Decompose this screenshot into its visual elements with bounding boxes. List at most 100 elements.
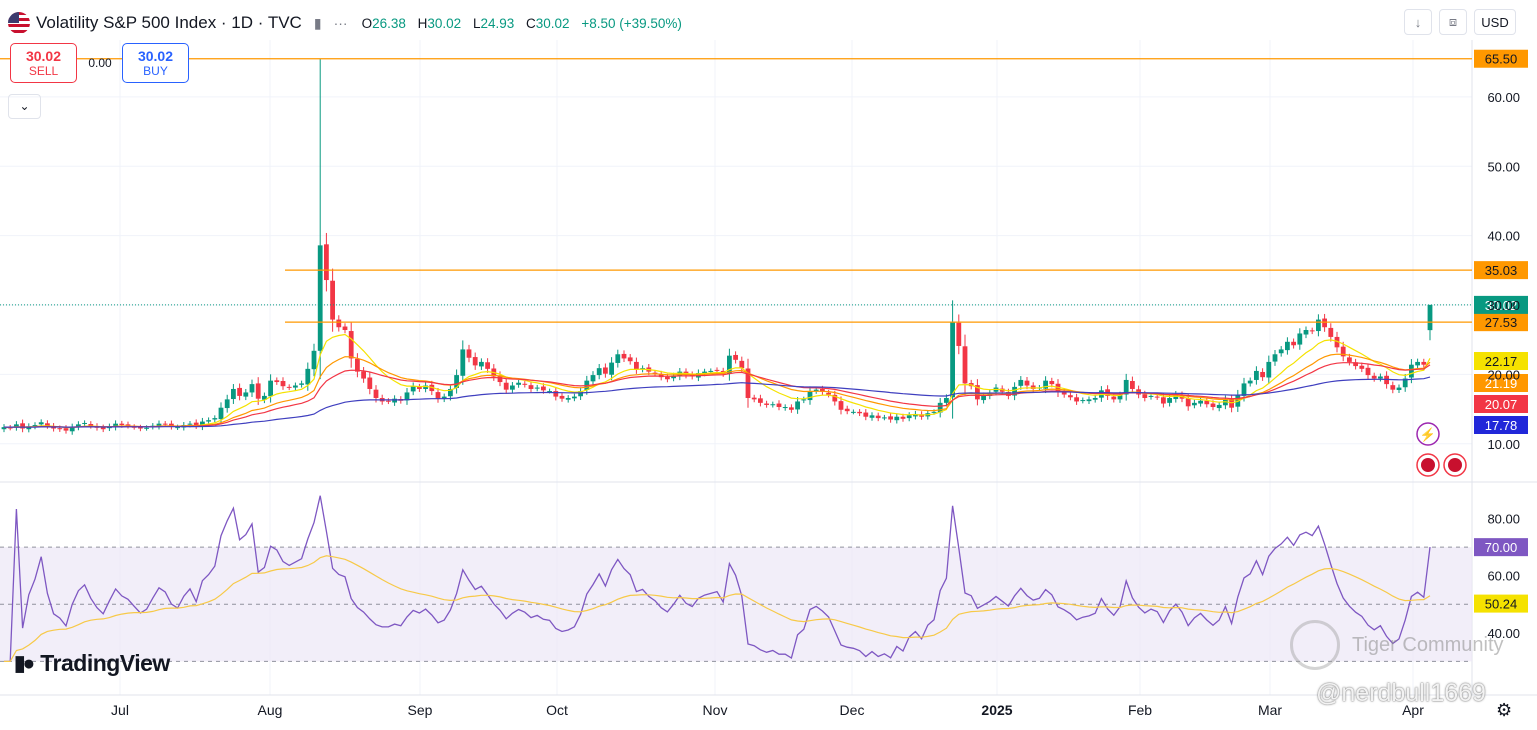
candle-body (224, 399, 230, 409)
candle-body (249, 384, 255, 393)
sell-button[interactable]: 30.02 SELL (10, 43, 77, 83)
candle-body (1092, 397, 1098, 400)
open-label: O (361, 15, 373, 31)
candle-body (1359, 365, 1365, 369)
candle-body (156, 423, 162, 427)
candle-body (603, 367, 608, 374)
buy-button[interactable]: 30.02 BUY (122, 43, 189, 83)
candle-body (1396, 387, 1402, 391)
candle-body (479, 361, 484, 367)
candle-body (1241, 383, 1247, 396)
candle-body (1154, 396, 1160, 398)
candle-body (522, 383, 528, 385)
candle-body (1328, 327, 1334, 337)
candle-body (1086, 399, 1092, 402)
candle-body (851, 411, 856, 413)
candle-body (1297, 333, 1303, 345)
candle-body (1247, 380, 1253, 384)
candle-body (665, 376, 670, 380)
candle-body (1018, 379, 1024, 386)
candle-body (510, 385, 515, 390)
candle-body (472, 357, 478, 366)
flag-marker-icon[interactable]: ▮ (313, 14, 322, 31)
sell-price: 30.02 (25, 48, 62, 64)
time-tick-label: Dec (840, 702, 865, 718)
candle-body (528, 385, 534, 389)
ellipsis-icon[interactable]: ··· (333, 15, 348, 31)
candle-body (906, 415, 912, 419)
level-label-bg (1474, 49, 1528, 68)
candle-body (596, 368, 602, 376)
expand-icon[interactable]: ⧈ (1439, 9, 1467, 35)
candle-body (1192, 402, 1197, 406)
candle-body (63, 428, 69, 431)
candle-body (888, 416, 893, 420)
candle-body (1390, 385, 1396, 390)
candle-body (1260, 371, 1265, 378)
rsi-ma-label: 50.24 (1485, 597, 1518, 612)
candle-body (863, 412, 869, 417)
price-tick-label: 20.00 (1487, 367, 1520, 382)
candle-body (1030, 385, 1036, 389)
candle-body (386, 400, 391, 402)
candle-body (950, 321, 955, 398)
candle-body (317, 245, 323, 351)
candle-body (534, 387, 540, 389)
lightning-event-icon (1416, 422, 1440, 446)
candle-body (609, 362, 614, 375)
candle-body (342, 326, 348, 330)
candle-body (76, 424, 81, 428)
time-tick-label: Oct (546, 702, 568, 718)
buy-label: BUY (143, 64, 168, 78)
candle-body (1291, 341, 1296, 346)
candle-body (844, 408, 850, 412)
candle-body (466, 349, 472, 358)
currency-select[interactable]: USD (1474, 9, 1516, 35)
rsi-value-label-bg (1474, 538, 1528, 557)
us-flag-icon (8, 12, 30, 34)
candle-body (944, 397, 949, 403)
chevron-down-icon[interactable]: ⌄ (8, 94, 41, 119)
candle-body (813, 389, 819, 392)
candle-body (758, 398, 763, 403)
ma-value-label: 22.17 (1485, 354, 1518, 369)
candle-body (1309, 330, 1315, 332)
lightning-event-glyph: ⚡ (1420, 427, 1436, 443)
candle-body (448, 388, 453, 397)
candle-body (801, 399, 807, 401)
candle-body (162, 423, 168, 425)
candle-body (1365, 367, 1371, 376)
candle-body (57, 428, 63, 430)
symbol-title[interactable]: Volatility S&P 500 Index · 1D · TVC (36, 13, 302, 32)
high-label: H (417, 15, 428, 31)
time-tick-label: Apr (1402, 702, 1424, 718)
time-tick-label: Jul (111, 702, 129, 718)
arrow-down-icon[interactable]: ↓ (1404, 9, 1432, 35)
ma-yellow-line (3, 333, 1431, 429)
last-price-label: 30.02 (1485, 298, 1518, 313)
price-tick-label: 60.00 (1487, 90, 1520, 105)
high-value: 30.02 (427, 15, 462, 31)
candle-body (125, 424, 131, 426)
candle-body (231, 388, 236, 400)
settings-gear-icon[interactable]: ⚙ (1496, 700, 1513, 720)
candle-body (361, 371, 366, 379)
candle-body (7, 427, 13, 429)
level-label-bg (1474, 261, 1528, 280)
candle-body (237, 387, 242, 396)
candle-body (751, 397, 757, 400)
candle-body (789, 407, 794, 410)
candle-body (460, 349, 466, 376)
candle-body (1055, 383, 1061, 393)
candle-body (1043, 380, 1048, 389)
ma-value-label: 17.78 (1485, 418, 1518, 433)
candle-body (193, 422, 199, 426)
tradingview-logo[interactable]: ▮● TradingView (14, 650, 170, 677)
candle-body (435, 392, 441, 399)
candle-body (100, 427, 106, 430)
candle-body (782, 407, 788, 409)
candle-body (218, 407, 224, 420)
candle-body (1049, 380, 1055, 385)
level-label-bg (1474, 313, 1528, 332)
